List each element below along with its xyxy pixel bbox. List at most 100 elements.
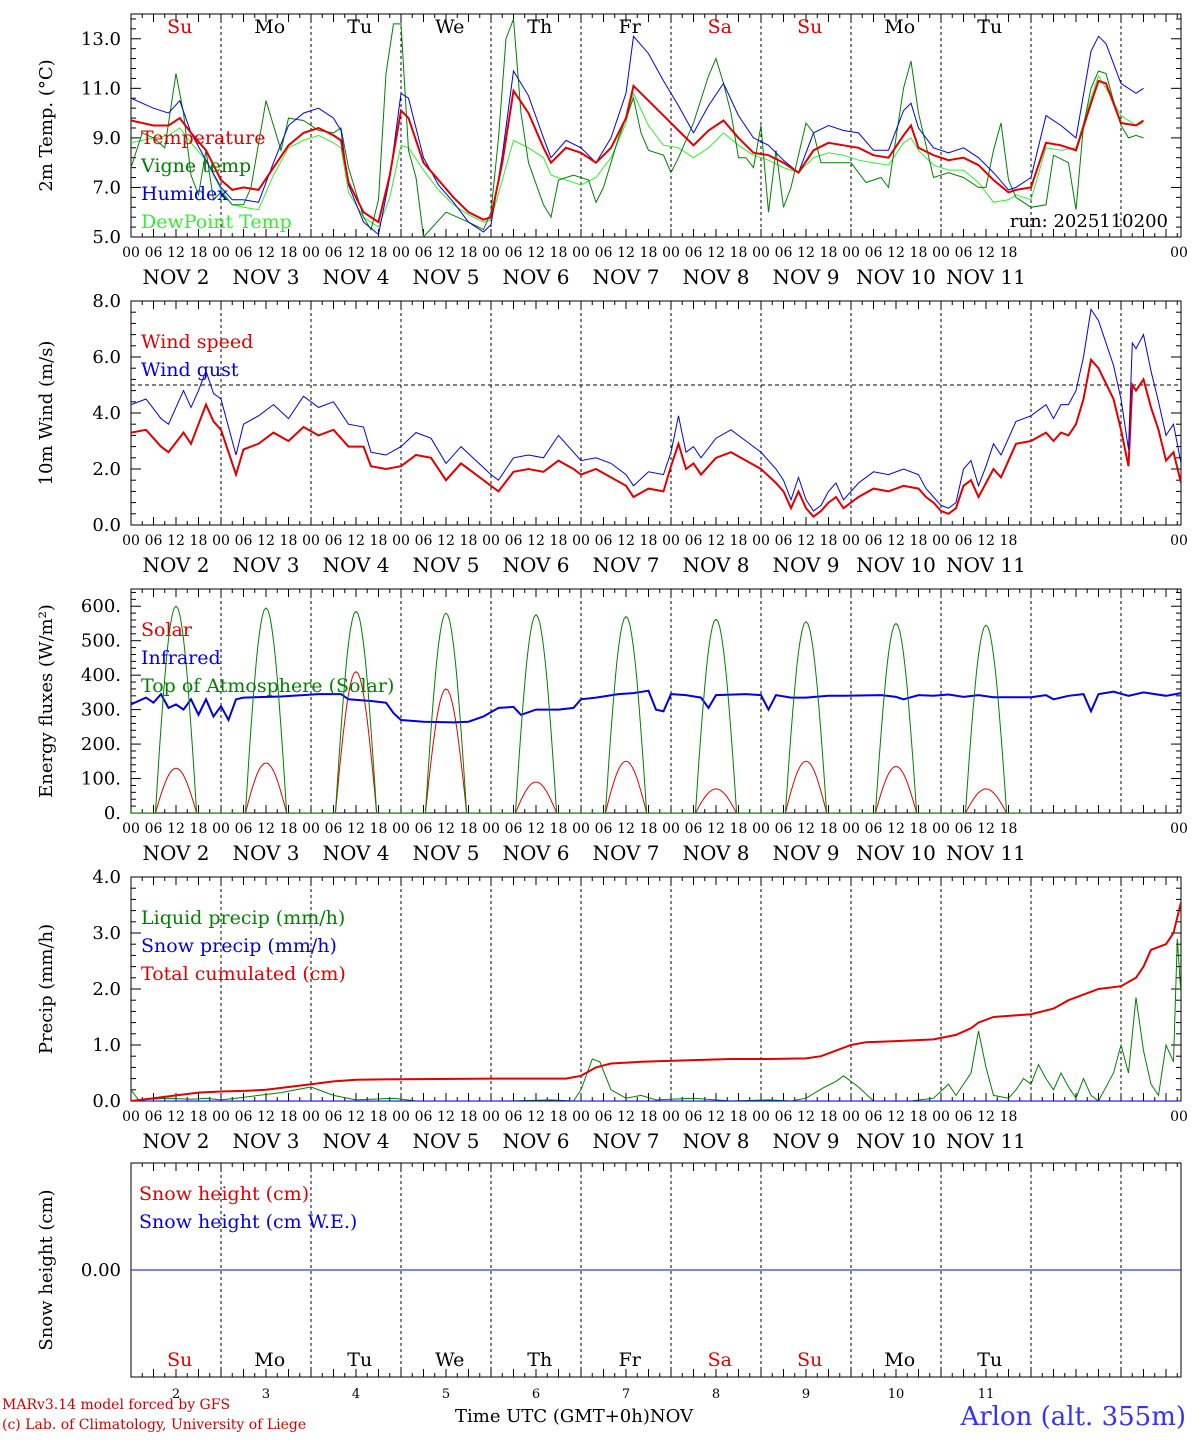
hour-tick-label: 12: [347, 821, 365, 837]
hour-tick-label: 12: [617, 1109, 635, 1125]
y-axis-label: Precip (mm/h): [36, 924, 57, 1054]
hour-tick-label: 06: [325, 245, 343, 261]
model-credit: MARv3.14 model forced by GFS: [2, 1397, 231, 1413]
station-name: Arlon (alt. 355m): [960, 1402, 1186, 1432]
hour-tick-label: 12: [347, 245, 365, 261]
hour-tick-label: 00: [122, 1109, 140, 1125]
panel-wind: 0.0 2.0 4.0 6.0 8.0 10m Wind (m/s) Wind speed W…: [36, 291, 1188, 577]
hour-tick-label: 00: [302, 1109, 320, 1125]
hour-tick-label: 12: [437, 533, 455, 549]
hour-tick-label: 18: [730, 1109, 748, 1125]
weekday-label: Sa: [708, 16, 732, 38]
hour-tick-label: 18: [190, 1109, 208, 1125]
hour-tick-label: 00: [572, 821, 590, 837]
series-total-cumulated-cm-: [131, 901, 1181, 1101]
hour-tick-label: 18: [910, 245, 928, 261]
hour-tick-label: 06: [595, 821, 613, 837]
weekday-label: Th: [527, 1349, 552, 1371]
hour-tick-label: 06: [415, 245, 433, 261]
hour-tick-label: 18: [280, 1109, 298, 1125]
hour-tick-label: 12: [257, 245, 275, 261]
legend-entry: Wind speed: [141, 331, 253, 353]
date-label: NOV 2: [142, 553, 209, 577]
hour-tick-label: 06: [325, 821, 343, 837]
legend-entry: Total cumulated (cm): [141, 963, 346, 985]
date-label: NOV 11: [946, 1129, 1026, 1153]
day-number-label: 2: [172, 1387, 180, 1402]
y-tick-label: 8.0: [92, 291, 121, 312]
date-label: NOV 6: [502, 1129, 569, 1153]
hour-tick-label: 00: [932, 1109, 950, 1125]
y-axis-label: 10m Wind (m/s): [36, 341, 57, 486]
hour-tick-label: 00: [392, 821, 410, 837]
day-number-label: 8: [712, 1387, 720, 1402]
hour-tick-label: 00: [212, 245, 230, 261]
hour-tick-label: 12: [437, 1109, 455, 1125]
hour-tick-label: 00: [752, 1109, 770, 1125]
y-tick-label: 4.0: [92, 867, 121, 888]
hour-tick-label: 18: [910, 1109, 928, 1125]
hour-tick-label: 00: [482, 821, 500, 837]
hour-tick-label: 06: [505, 533, 523, 549]
weekday-label: Mo: [884, 16, 915, 38]
date-label: NOV 8: [682, 553, 749, 577]
legend-entry: Liquid precip (mm/h): [141, 907, 345, 929]
day-number-label: 5: [442, 1387, 450, 1402]
hour-tick-label: 12: [797, 1109, 815, 1125]
hour-tick-label: 06: [145, 1109, 163, 1125]
weekday-label: Mo: [254, 16, 285, 38]
hour-tick-label: 06: [145, 821, 163, 837]
date-label: NOV 10: [856, 553, 936, 577]
hour-tick-label: 12: [257, 821, 275, 837]
date-label: NOV 4: [322, 1129, 389, 1153]
date-label: NOV 10: [856, 265, 936, 289]
hour-tick-label: 06: [595, 245, 613, 261]
hour-tick-label: 06: [415, 533, 433, 549]
weekday-label: Mo: [884, 1349, 915, 1371]
hour-tick-label: 06: [955, 245, 973, 261]
date-label: NOV 11: [946, 265, 1026, 289]
hour-tick-label: 00: [572, 245, 590, 261]
legend-entry: Humidex: [141, 183, 228, 205]
date-label: NOV 4: [322, 553, 389, 577]
y-tick-label: 0.0: [92, 1091, 121, 1112]
weekday-label: Tu: [977, 1349, 1002, 1371]
hour-tick-label: 12: [887, 821, 905, 837]
date-label: NOV 8: [682, 1129, 749, 1153]
date-label: NOV 7: [592, 1129, 659, 1153]
hour-tick-label: 06: [415, 821, 433, 837]
y-tick-label: 0.: [104, 803, 121, 824]
hour-tick-label: 06: [595, 1109, 613, 1125]
date-label: NOV 7: [592, 841, 659, 865]
hour-tick-label: 06: [955, 1109, 973, 1125]
y-tick-label: 100.: [81, 769, 121, 790]
hour-tick-label: 00: [662, 245, 680, 261]
weekday-label: Fr: [619, 16, 642, 38]
series-top-of-atmosphere-solar-: [131, 605, 1031, 813]
y-tick-label: 0.00: [81, 1260, 121, 1281]
hour-tick-label: 12: [797, 821, 815, 837]
x-axis-month: NOV: [649, 1406, 694, 1427]
hour-tick-label: 12: [527, 1109, 545, 1125]
hour-tick-label: 06: [865, 1109, 883, 1125]
date-label: NOV 4: [322, 265, 389, 289]
x-axis-label: Time UTC (GMT+0h)NOV: [455, 1406, 693, 1427]
y-tick-label: 9.0: [92, 128, 121, 149]
day-number-label: 4: [352, 1387, 360, 1402]
hour-tick-label: 18: [550, 245, 568, 261]
hour-tick-label: 12: [977, 821, 995, 837]
date-label: NOV 9: [772, 841, 839, 865]
y-tick-label: 600.: [81, 596, 121, 617]
run-label: run: 2025110200: [1010, 211, 1168, 232]
weekday-label: Sa: [708, 1349, 732, 1371]
hour-tick-label: 06: [235, 1109, 253, 1125]
hour-tick-label: 06: [235, 533, 253, 549]
hour-tick-label: 06: [505, 821, 523, 837]
hour-tick-label: 06: [775, 533, 793, 549]
y-tick-label: 1.0: [92, 1035, 121, 1056]
date-label: NOV 3: [232, 265, 299, 289]
date-label: NOV 4: [322, 841, 389, 865]
hour-tick-label: 18: [280, 821, 298, 837]
hour-tick-label: 06: [325, 1109, 343, 1125]
hour-tick-label: 00: [482, 533, 500, 549]
